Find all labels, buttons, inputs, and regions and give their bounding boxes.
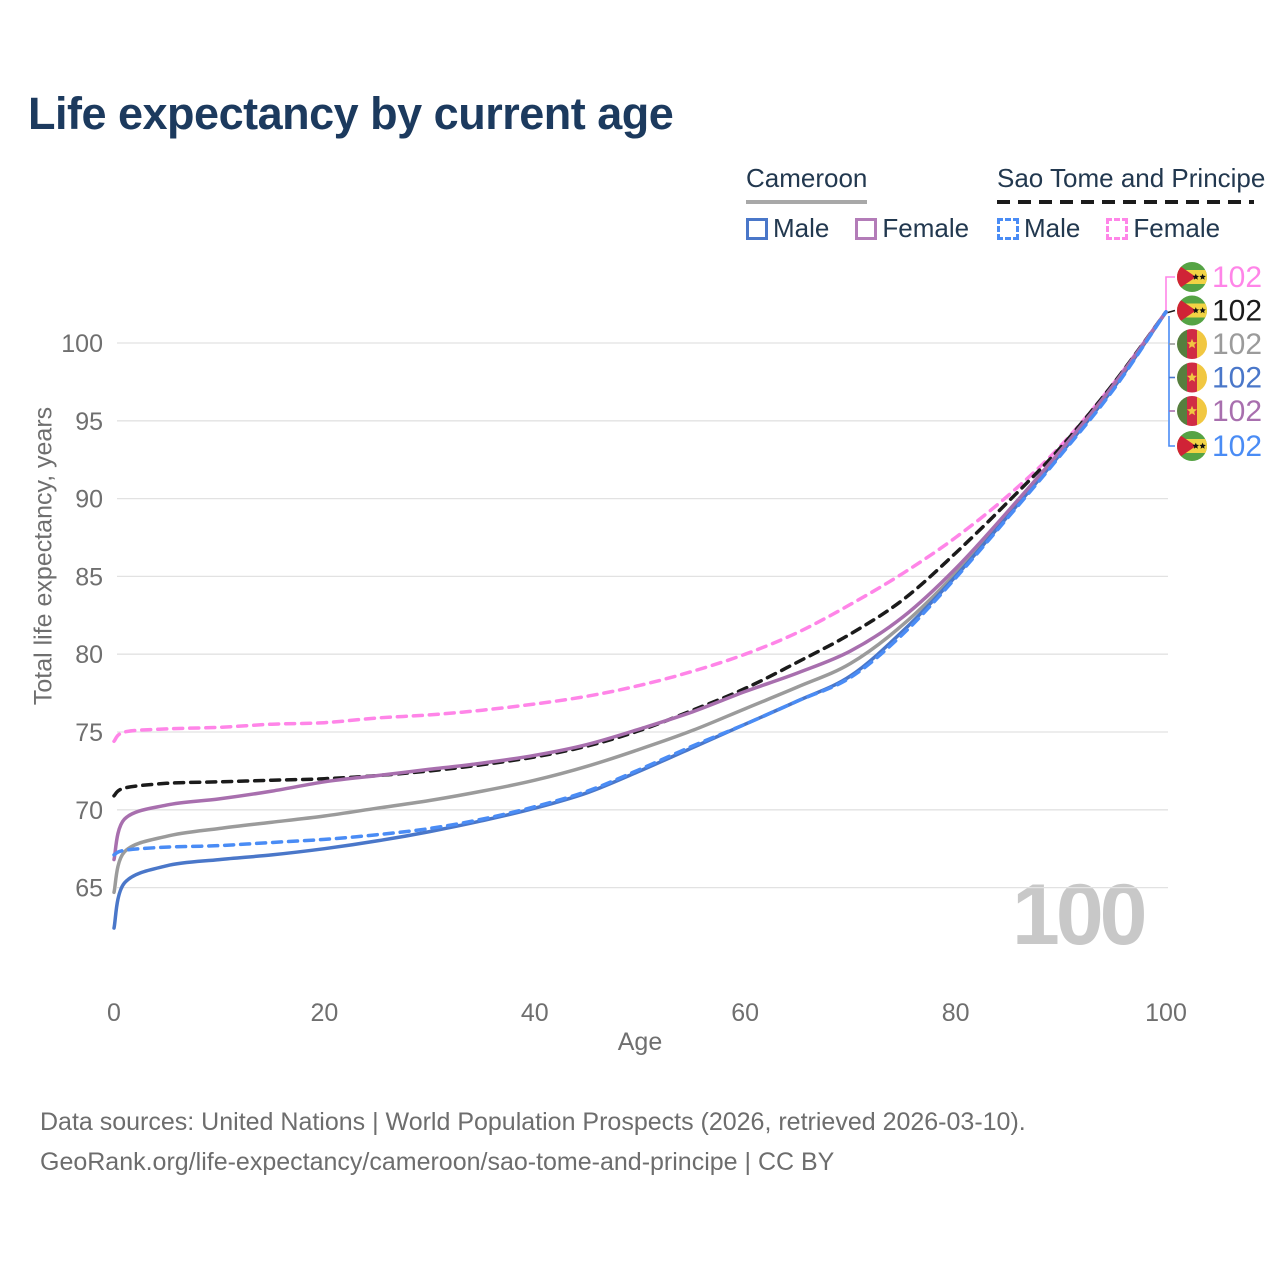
y-tick-label: 65 — [75, 875, 103, 903]
legend-item-sao-tome-male[interactable]: Male — [997, 213, 1080, 244]
x-tick-label: 20 — [310, 999, 338, 1027]
end-value-label: 102 — [1212, 395, 1262, 428]
flag-cameroon-icon — [1177, 329, 1207, 359]
flag-cameroon-icon — [1177, 396, 1207, 426]
legend-item-sao-tome-female[interactable]: Female — [1106, 213, 1220, 244]
flag-sao-tome-icon — [1177, 295, 1207, 326]
end-value-label: 102 — [1212, 328, 1262, 361]
legend-item-cameroon-male[interactable]: Male — [746, 213, 829, 244]
cameroon-male-swatch — [746, 217, 768, 240]
end-value-label: 102 — [1212, 362, 1262, 395]
x-axis-title: Age — [617, 1028, 663, 1056]
y-tick-label: 75 — [75, 719, 103, 747]
legend-group-sao-tome: Sao Tome and Principe Male Female — [997, 163, 1265, 244]
series-line-sao-tome-and-principe-female — [112, 310, 1168, 744]
series-line-sao-tome-and-principe-male — [112, 310, 1168, 857]
footer-attribution: GeoRank.org/life-expectancy/cameroon/sao… — [40, 1148, 835, 1176]
x-tick-label: 0 — [107, 999, 121, 1027]
y-tick-label: 100 — [61, 330, 103, 358]
footer-data-sources: Data sources: United Nations | World Pop… — [40, 1108, 1026, 1136]
x-tick-label: 100 — [1145, 999, 1187, 1027]
y-tick-label: 85 — [75, 563, 103, 591]
legend-group-title-sao-tome: Sao Tome and Principe — [997, 163, 1266, 193]
x-tick-label: 80 — [942, 999, 970, 1027]
end-value-label: 102 — [1212, 295, 1262, 328]
series-line-cameroon — [112, 310, 1168, 895]
series-line-cameroon-female — [112, 310, 1168, 862]
y-tick-label: 70 — [75, 797, 103, 825]
x-tick-label: 40 — [521, 999, 549, 1027]
leader-line — [1168, 316, 1175, 447]
end-value-label: 102 — [1212, 261, 1262, 294]
flag-sao-tome-icon — [1177, 262, 1207, 292]
legend-line-sample-solid — [746, 200, 867, 204]
y-tick-label: 80 — [75, 641, 103, 669]
legend-group-title-cameroon: Cameroon — [746, 163, 868, 193]
flag-cameroon-icon — [1177, 362, 1207, 393]
y-tick-label: 95 — [75, 408, 103, 436]
page-title: Life expectancy by current age — [28, 88, 674, 139]
legend-group-cameroon: Cameroon Male Female — [746, 163, 969, 244]
leader-line — [1165, 276, 1175, 310]
x-tick-label: 60 — [731, 999, 759, 1027]
sao-tome-female-swatch — [1106, 217, 1129, 240]
cameroon-female-swatch — [855, 217, 878, 240]
series-line-cameroon-male — [112, 310, 1168, 930]
end-value-label: 102 — [1212, 430, 1262, 463]
legend-line-sample-dashed — [997, 200, 1254, 204]
sao-tome-male-swatch — [997, 217, 1019, 240]
watermark-100: 100 — [1012, 867, 1147, 963]
legend-item-cameroon-female[interactable]: Female — [855, 213, 969, 244]
y-tick-label: 90 — [75, 486, 103, 514]
flag-sao-tome-icon — [1177, 431, 1207, 461]
